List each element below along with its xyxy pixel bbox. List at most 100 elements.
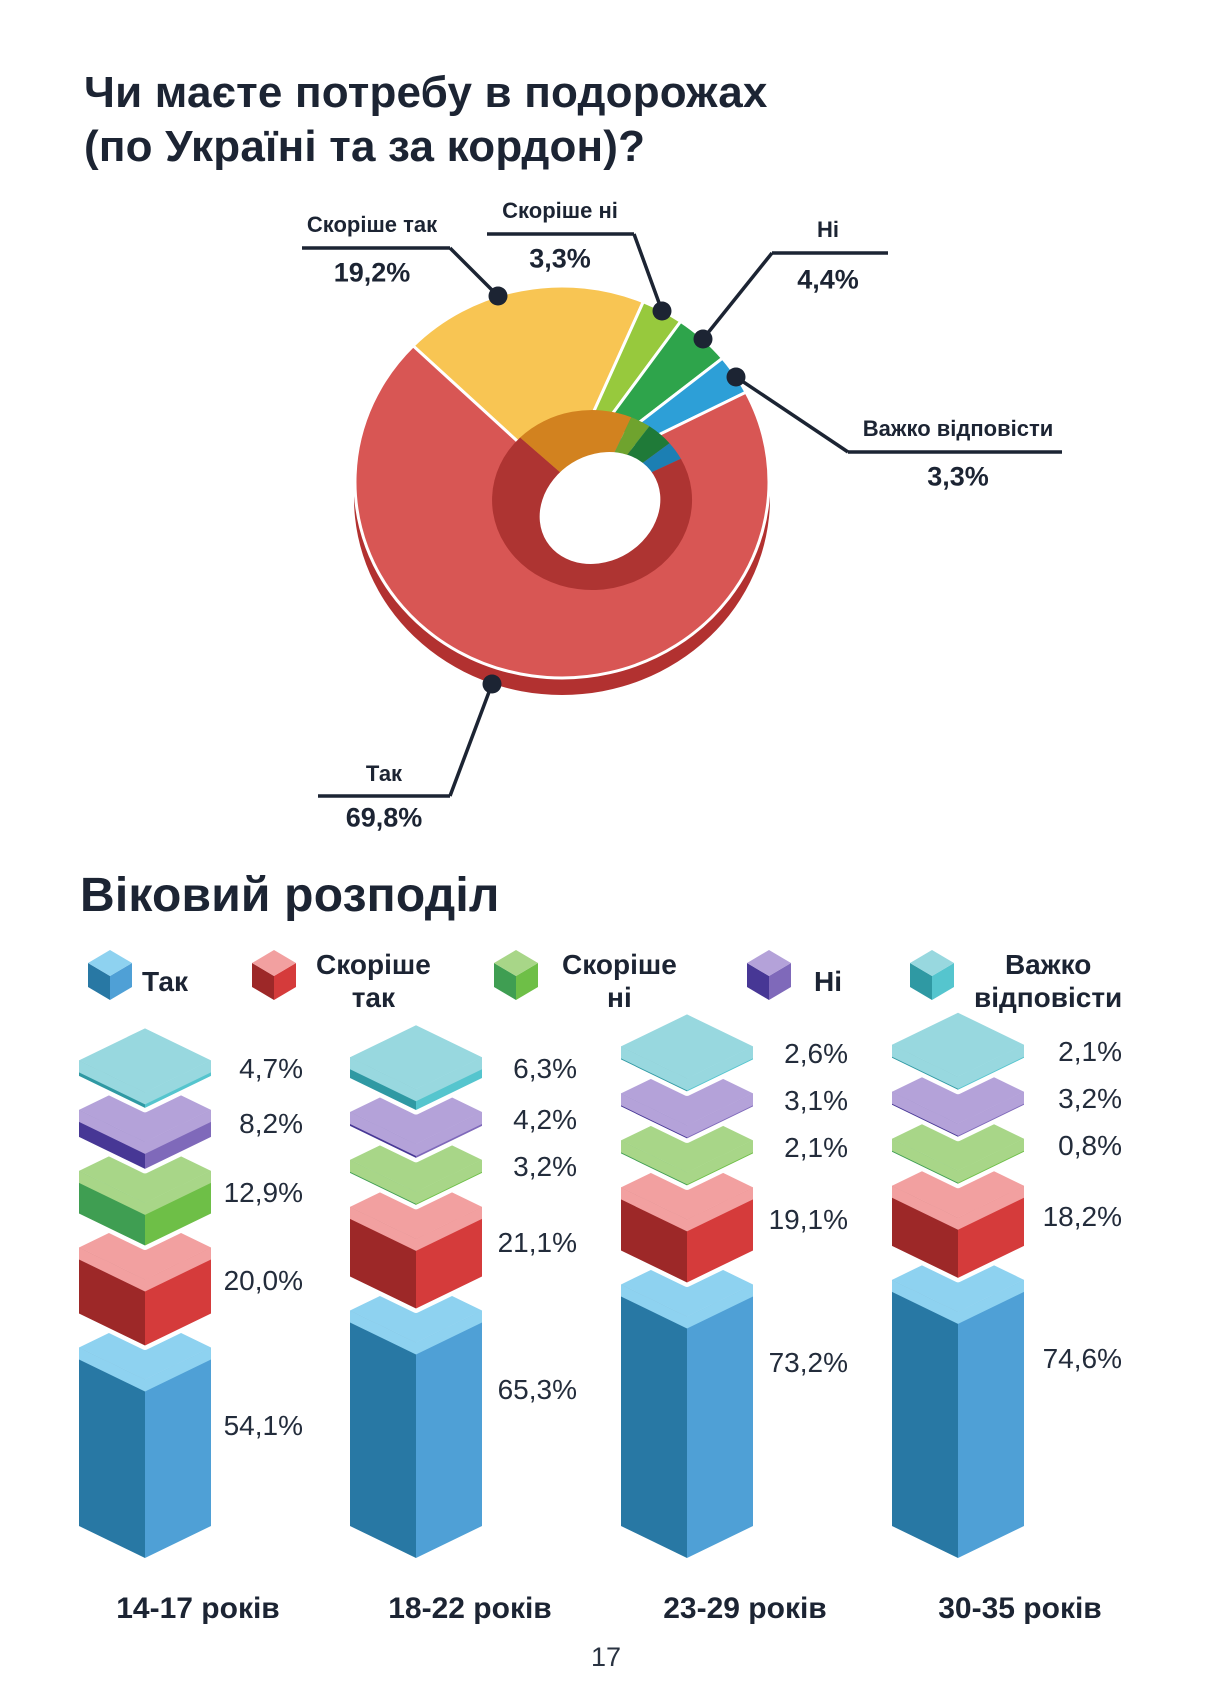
pie-value-tak: 69,8% [345,802,423,833]
bar-segment-Скоріше ні-lid-left [350,1159,416,1204]
bar-segment-Ні-lid-left [621,1093,687,1138]
legend-cube-top [910,950,954,976]
donut-inner-wall [520,409,632,500]
age-label-23-29: 23-29 років [663,1592,827,1625]
bar-segment-Скоріше так-right-face [687,1187,753,1283]
bar-segment-Важко відповісти-lid-left [621,1046,687,1091]
legend-cube-top [494,950,538,976]
legend-cube-right [274,963,296,1000]
legend-label-tak: Так [142,948,188,1014]
bar-value-label: 3,1% [784,1085,848,1116]
bar-segment-Скоріше так-lid-right [416,1206,482,1251]
pie-label-vazhko: Важко відповісти [862,416,1054,441]
bar-segment-Ні-lid-right [145,1109,211,1154]
bar-value-label: 6,3% [513,1053,577,1084]
bar-segment-Скоріше так-lid-left [79,1247,145,1292]
bar-segment-Важко відповісти-lid-right [145,1060,211,1105]
bar-value-label: 65,3% [498,1374,577,1405]
bar-segment-Важко відповісти-lid-right [958,1044,1024,1089]
legend-label-skorishe-ni: Скоріше ні [562,948,677,1014]
callout-dot-vazhko [726,367,746,387]
bar-segment-Скоріше ні-lid-left [621,1140,687,1185]
callout-dot-ni [693,329,713,349]
bar-segment-Так-lid-left [621,1284,687,1329]
page-title-line2: (по Україні та за кордон)? [84,122,646,171]
legend-cube-ni-icon [747,950,791,1000]
bar-segment-Так-left-face [79,1347,145,1558]
page-number: 17 [590,1642,622,1672]
legend-label-skorishe-tak: Скоріше так [316,948,431,1014]
bar-segment-Так-left-face [892,1279,958,1558]
legend-text: відповісти [974,982,1123,1013]
legend-text: Важко [1004,949,1092,980]
callout-dot-tak [482,674,502,694]
bar-segment-Ні-lid-left [79,1109,145,1154]
bar-segment-Скоріше ні-lid-right [687,1140,753,1185]
bar-segment-Так-right-face [958,1279,1024,1558]
bar-segment-Так-right-face [687,1284,753,1558]
bar-segment-Ні-lid-right [958,1091,1024,1136]
pie-label-tak: Так [365,761,403,786]
legend-cube-right [932,963,954,1000]
bar-segment-Важко відповісти-lid-right [416,1057,482,1102]
bar-segment-Так-lid-left [79,1347,145,1392]
legend-text: Так [142,965,188,997]
bar-segment-Ні-lid-left [350,1112,416,1157]
bar-value-label: 3,2% [1058,1083,1122,1114]
age-label-18-22: 18-22 років [388,1592,552,1625]
bar-segment-Скоріше так-lid-right [687,1187,753,1232]
bar-value-label: 2,1% [1058,1036,1122,1067]
bar-segment-Скоріше так-lid-left [621,1187,687,1232]
legend-text: Скоріше [316,949,431,980]
callout-line-ni [701,251,774,341]
bar-segment-Так-lid-right [687,1284,753,1329]
callout-line-skorishe-tak [448,246,500,298]
legend-cube-tak-icon [88,950,132,1000]
bar-value-label: 21,1% [498,1227,577,1258]
bar-segment-Скоріше так-left-face [621,1187,687,1283]
bar-value-label: 0,8% [1058,1130,1122,1161]
bar-segment-Важко відповісти-lid-left [350,1057,416,1102]
bar-segment-Скоріше так-lid-right [958,1185,1024,1230]
bar-segment-Важко відповісти-lid-left [892,1044,958,1089]
bar-segment-Важко відповісти-top-face [621,1014,753,1079]
legend-cube-right [516,963,538,1000]
bar-segment-Так-left-face [621,1284,687,1558]
pie-label-skorishe-tak: Скоріше так [306,212,438,237]
legend-cube-left [252,963,274,1000]
bar-segment-Скоріше ні-lid-right [958,1138,1024,1183]
callout-dot-skorishe-tak [488,286,508,306]
legend-item-skorishe-ni [492,948,540,1014]
bar-segment-Скоріше так-left-face [892,1185,958,1278]
bar-segment-Так-right-face [416,1310,482,1558]
pie-slice-Скоріше так [410,284,646,485]
legend-item-skorishe-tak [250,948,298,1014]
bar-segment-Ні-lid-right [416,1112,482,1157]
bar-segment-Скоріше ні-lid-right [416,1159,482,1204]
bar-value-label: 74,6% [1043,1343,1122,1374]
bar-segment-Скоріше так-right-face [958,1185,1024,1278]
legend-label-vazhko: Важко відповісти [974,948,1122,1014]
bar-segment-Так-left-face [350,1310,416,1558]
bar-segment-Скоріше так-lid-right [145,1247,211,1292]
callout-dot-skorishe-ni [652,301,672,321]
bar-segment-Скоріше так-lid-left [350,1206,416,1251]
bar-segment-Так-right-face [145,1347,211,1558]
bar-segment-Так-lid-left [892,1279,958,1324]
bar-segment-Ні-lid-right [687,1093,753,1138]
callout-line-tak [448,683,494,797]
pie-label-skorishe-ni: Скоріше ні [502,198,618,223]
age-label-14-17: 14-17 років [116,1592,280,1625]
legend-item-ni [745,948,793,1014]
bar-segment-Так-lid-right [958,1279,1024,1324]
legend-cube-left [88,963,110,1000]
bar-value-label: 4,7% [239,1053,303,1084]
bar-value-label: 12,9% [224,1177,303,1208]
age-label-30-35: 30-35 років [938,1592,1102,1625]
legend-cube-left [494,963,516,1000]
legend-cube-right [110,963,132,1000]
bar-value-label: 54,1% [224,1410,303,1441]
bar-segment-Важко відповісти-lid-left [79,1060,145,1105]
bar-segment-Важко відповісти-lid-right [687,1046,753,1091]
